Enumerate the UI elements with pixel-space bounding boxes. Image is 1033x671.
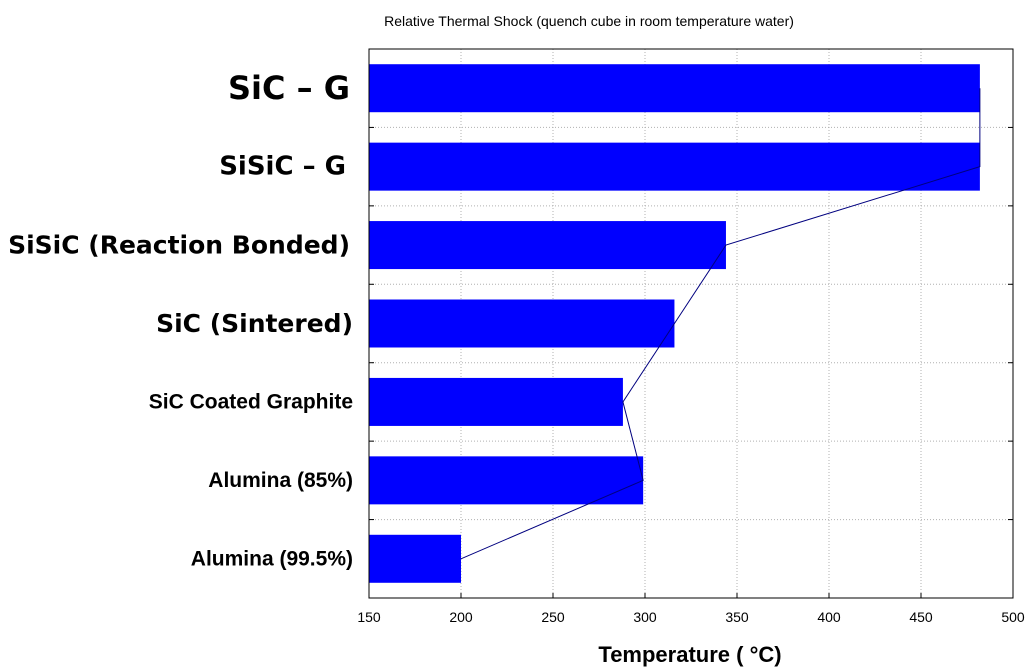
bar [369, 299, 675, 348]
category-label: Alumina (99.5%) [191, 547, 353, 570]
x-tick-label: 400 [817, 609, 841, 625]
bar [369, 456, 644, 505]
plot-frame [368, 48, 1014, 599]
bar [369, 64, 980, 113]
trend-line-path [460, 88, 981, 560]
trend-line [460, 88, 981, 560]
category-label: SiC (Sintered) [156, 309, 353, 338]
bar [369, 142, 980, 191]
category-label: Alumina (85%) [208, 469, 353, 492]
x-axis-label: Temperature ( °C) [598, 642, 781, 667]
grid-lines [369, 49, 1013, 598]
chart-title: Relative Thermal Shock (quench cube in r… [384, 13, 794, 29]
category-labels: SiC – G SiSiC – G SiSiC (Reaction Bonded) S… [8, 69, 353, 570]
bar [369, 377, 623, 426]
bar [369, 221, 726, 270]
x-axis-ticks: 150 200 250 300 350 400 450 500 [357, 126, 1025, 625]
x-tick-label: 200 [449, 609, 473, 625]
x-tick-label: 450 [909, 609, 933, 625]
x-tick-label: 300 [633, 609, 657, 625]
x-tick-label: 500 [1001, 609, 1025, 625]
x-tick-label: 250 [541, 609, 565, 625]
category-label: SiC – G [228, 69, 350, 107]
bar [369, 534, 461, 583]
bars [369, 64, 980, 583]
category-label: SiSiC (Reaction Bonded) [8, 231, 350, 260]
category-label: SiC Coated Graphite [149, 390, 353, 413]
x-tick-label: 350 [725, 609, 749, 625]
category-label: SiSiC – G [219, 152, 346, 182]
x-tick-label: 150 [357, 609, 381, 625]
